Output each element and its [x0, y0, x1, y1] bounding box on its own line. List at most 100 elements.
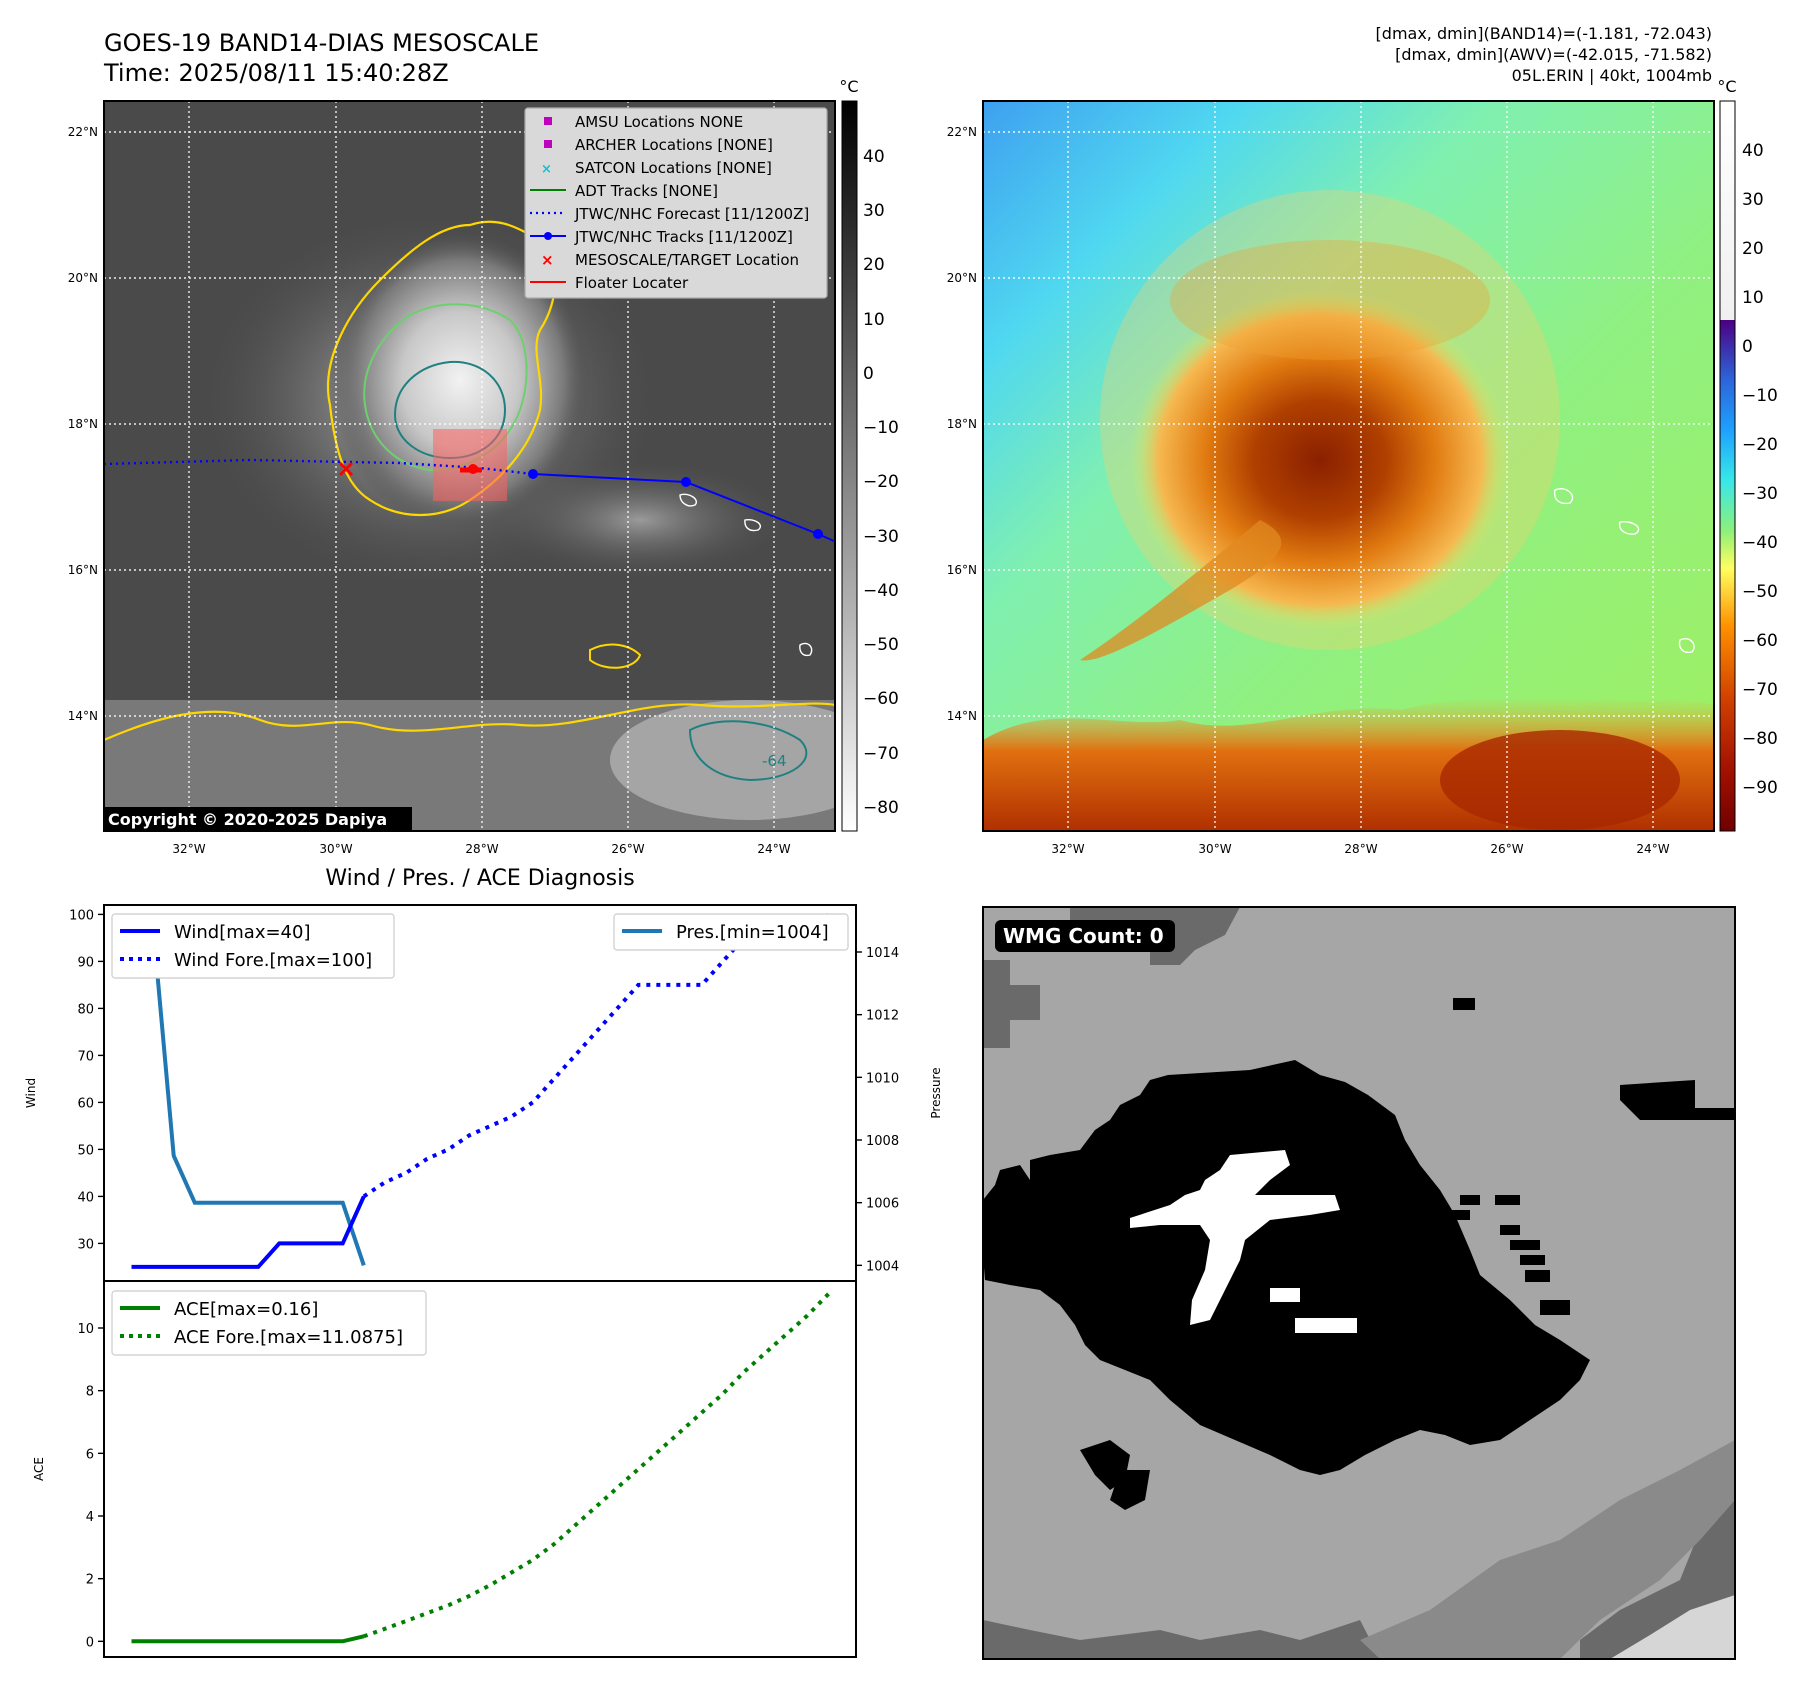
svg-text:40: 40	[1742, 141, 1764, 161]
svg-text:28°W: 28°W	[465, 842, 498, 856]
tick-label: 1010	[866, 1071, 899, 1086]
legend-ace: ACE[max=0.16]	[174, 1299, 318, 1320]
contour-yellow-east	[589, 643, 642, 669]
svg-text:×: ×	[541, 162, 552, 177]
svg-text:−60: −60	[863, 689, 899, 709]
svg-text:20: 20	[1742, 239, 1764, 259]
svg-text:0: 0	[1742, 337, 1753, 357]
svg-text:×: ×	[541, 251, 554, 269]
svg-text:−40: −40	[1742, 533, 1778, 553]
tick-label: 50	[77, 1143, 94, 1158]
svg-text:22°N: 22°N	[947, 125, 977, 139]
awv-core	[1130, 290, 1510, 630]
svg-text:−70: −70	[1742, 680, 1778, 700]
svg-text:30°W: 30°W	[319, 842, 352, 856]
legend-forecast: JTWC/NHC Forecast [11/1200Z]	[574, 205, 809, 223]
awv-map-frame	[982, 100, 1715, 832]
awv-map-panel: 22°N 20°N 18°N 16°N 14°N 32°W 30°W 28°W …	[947, 100, 1715, 856]
wmg-frame	[982, 906, 1736, 1660]
tick-label: 1006	[866, 1197, 899, 1212]
tick-label: 1004	[866, 1259, 899, 1274]
awv-lat-labels: 22°N 20°N 18°N 16°N 14°N	[947, 125, 977, 723]
legend-wind: Wind[max=40]	[174, 922, 311, 943]
ace-forecast-line	[363, 1292, 830, 1639]
track-point	[528, 469, 538, 479]
svg-text:32°W: 32°W	[1051, 842, 1084, 856]
wmg-light-patch	[1610, 1595, 1735, 1659]
svg-text:−30: −30	[1742, 484, 1778, 504]
ir-map-panel: -64	[68, 100, 836, 856]
svg-text:16°N: 16°N	[947, 563, 977, 577]
svg-text:−90: −90	[1742, 778, 1778, 798]
tick-label: 10	[77, 1322, 94, 1337]
stat-band14: [dmax, dmin](BAND14)=(-1.181, -72.043)	[1376, 24, 1712, 43]
svg-text:32°W: 32°W	[172, 842, 205, 856]
tick-label: 100	[69, 908, 94, 923]
ir-colorbar: °C 40 30 20 10 0 −10 −20 −30 −40 −50 −60…	[839, 77, 899, 832]
svg-text:10: 10	[863, 310, 885, 330]
svg-text:−80: −80	[863, 798, 899, 818]
awv-grid	[983, 101, 1714, 831]
ir-cloud-core	[330, 230, 590, 530]
legend-archer: ARCHER Locations [NONE]	[575, 136, 773, 154]
wind-line	[131, 1195, 366, 1269]
figure-title: GOES-19 BAND14-DIAS MESOSCALE	[104, 29, 539, 57]
svg-text:20: 20	[863, 255, 885, 275]
wmg-gray-band	[1360, 1440, 1735, 1659]
tick-label: 1008	[866, 1134, 899, 1149]
svg-text:−10: −10	[1742, 386, 1778, 406]
wmg-panel: WMG Count: 0	[982, 906, 1736, 1660]
wmg-warm-speck	[1270, 1288, 1300, 1302]
wind-y-ticks: 100 90 80 70 60 50 40 30	[69, 908, 104, 1252]
svg-text:22°N: 22°N	[68, 125, 98, 139]
tick-label: 90	[77, 955, 94, 970]
wmg-warm-speck	[1295, 1318, 1357, 1333]
copyright-box	[104, 807, 412, 831]
storm-info: 05L.ERIN | 40kt, 1004mb	[1512, 66, 1712, 85]
svg-text:−50: −50	[863, 635, 899, 655]
legend-floater: Floater Locater	[575, 274, 689, 292]
legend-amsu: AMSU Locations NONE	[575, 113, 743, 131]
legend-target: MESOSCALE/TARGET Location	[575, 251, 799, 269]
svg-text:30°W: 30°W	[1198, 842, 1231, 856]
pressure-ylabel: Pressure	[929, 1067, 943, 1118]
svg-text:−20: −20	[1742, 435, 1778, 455]
svg-text:14°N: 14°N	[68, 709, 98, 723]
svg-text:0: 0	[863, 364, 874, 384]
tick-label: 60	[77, 1096, 94, 1111]
legend-satcon: SATCON Locations [NONE]	[575, 159, 772, 177]
wmg-cold-tail	[1080, 1440, 1150, 1510]
svg-text:30: 30	[863, 201, 885, 221]
wmg-label-box	[995, 920, 1175, 952]
tick-label: 8	[86, 1385, 94, 1400]
svg-text:40: 40	[863, 147, 885, 167]
svg-text:−40: −40	[863, 581, 899, 601]
svg-text:20°N: 20°N	[947, 271, 977, 285]
awv-island-outline	[1553, 488, 1695, 654]
svg-text:10: 10	[1742, 288, 1764, 308]
diag-title: Wind / Pres. / ACE Diagnosis	[325, 866, 634, 891]
awv-colorbar-unit: °C	[1717, 77, 1736, 96]
awv-outer-band	[1170, 240, 1490, 360]
tick-label: 2	[86, 1573, 94, 1588]
pressure-legend: Pres.[min=1004]	[613, 913, 849, 951]
forecast-track	[104, 458, 534, 476]
copyright-text: Copyright © 2020-2025 Dapiya	[108, 810, 387, 829]
svg-text:−10: −10	[863, 418, 899, 438]
awv-lon-labels: 32°W 30°W 28°W 26°W 24°W	[1051, 842, 1669, 856]
svg-text:16°N: 16°N	[68, 563, 98, 577]
wind-legend: Wind[max=40] Wind Fore.[max=100]	[111, 913, 395, 979]
tick-label: 70	[77, 1049, 94, 1064]
track-point	[681, 477, 691, 487]
svg-text:26°W: 26°W	[1490, 842, 1523, 856]
contour-green-main	[363, 303, 528, 472]
svg-text:−20: −20	[863, 472, 899, 492]
svg-text:−80: −80	[1742, 729, 1778, 749]
tick-label: 1012	[866, 1009, 899, 1024]
svg-text:30: 30	[1742, 190, 1764, 210]
legend-adt: ADT Tracks [NONE]	[575, 182, 718, 200]
ir-colorbar-unit: °C	[839, 77, 858, 96]
svg-text:20°N: 20°N	[68, 271, 98, 285]
awv-bottom-cell	[1440, 730, 1680, 830]
